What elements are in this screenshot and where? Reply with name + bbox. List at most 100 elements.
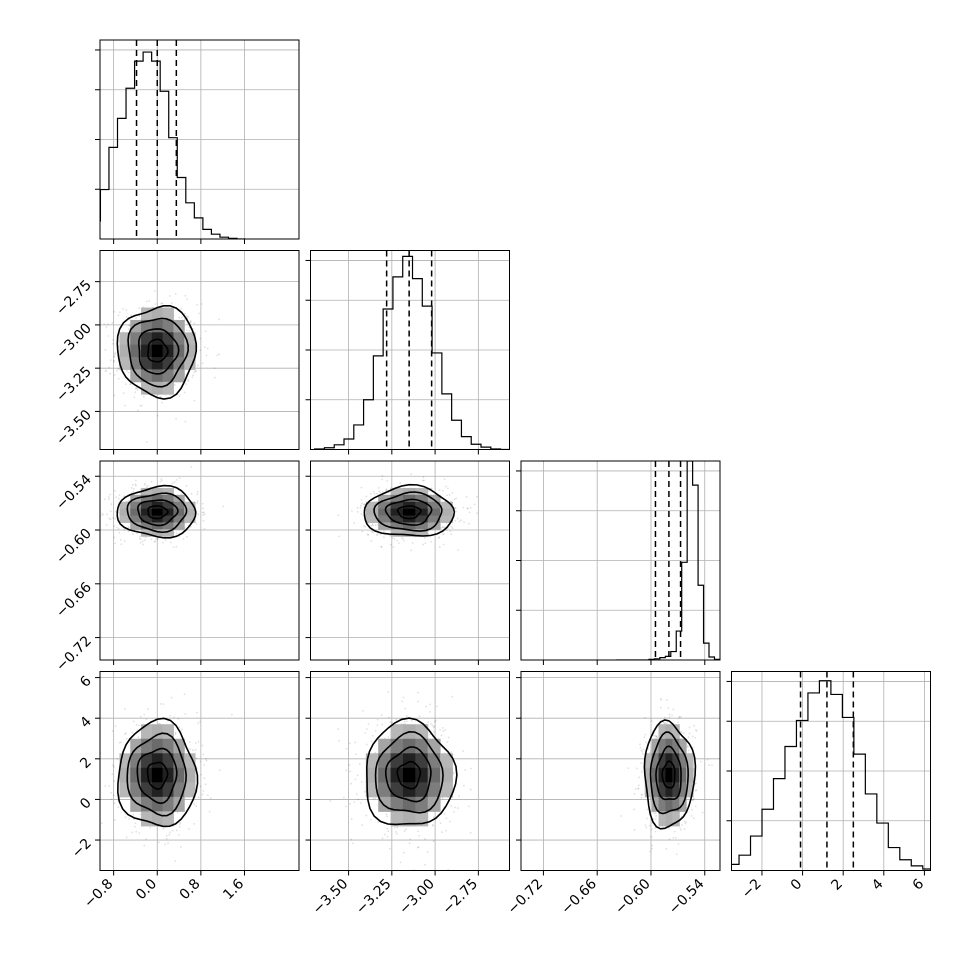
scatter-point — [652, 811, 655, 814]
density-block — [390, 811, 404, 827]
scatter-point — [128, 328, 130, 330]
scatter-point — [678, 715, 681, 718]
scatter-point — [421, 479, 424, 482]
scatter-point — [111, 342, 114, 345]
scatter-point — [124, 707, 126, 710]
scatter-point — [184, 294, 187, 297]
scatter-point — [445, 817, 448, 820]
scatter-point — [379, 492, 382, 494]
scatter-point — [131, 831, 134, 834]
density-block — [378, 767, 392, 783]
scatter-point — [432, 823, 435, 826]
scatter-point — [182, 537, 185, 540]
scatter-point — [138, 307, 141, 310]
scatter-point — [173, 481, 176, 484]
scatter-point — [451, 695, 454, 698]
density-block — [151, 344, 164, 358]
scatter-point — [650, 835, 653, 838]
scatter-point — [198, 312, 201, 315]
density-block — [119, 344, 131, 358]
scatter-point — [135, 484, 137, 487]
scatter-point — [136, 532, 139, 535]
scatter-point — [381, 837, 384, 840]
scatter-point — [104, 349, 107, 351]
scatter-point — [350, 782, 352, 785]
scatter-point — [386, 835, 389, 838]
scatter-point — [374, 797, 377, 800]
density-block — [162, 332, 174, 346]
scatter-point — [178, 477, 181, 479]
scatter-point — [145, 718, 148, 721]
scatter-point — [113, 355, 116, 357]
scatter-point — [357, 798, 360, 801]
scatter-point — [627, 767, 630, 769]
scatter-point — [429, 733, 431, 736]
density-block — [427, 515, 441, 523]
scatter-point — [401, 537, 404, 540]
scatter-point — [476, 495, 478, 498]
scatter-point — [102, 514, 104, 516]
scatter-point — [218, 353, 220, 356]
scatter-point — [134, 825, 136, 828]
scatter-point — [391, 721, 393, 724]
scatter-point — [690, 815, 693, 817]
scatter-point — [113, 310, 115, 313]
scatter-point — [111, 321, 114, 324]
scatter-point — [112, 339, 114, 341]
scatter-point — [189, 748, 192, 751]
scatter-point — [454, 507, 457, 509]
scatter-point — [193, 371, 196, 374]
contour-level-3 — [363, 483, 456, 537]
scatter-point — [360, 513, 363, 515]
scatter-point — [345, 747, 348, 750]
scatter-point — [132, 720, 135, 723]
density-block — [162, 487, 174, 496]
scatter-point — [372, 531, 375, 534]
x-tick-label: −2.75 — [440, 876, 482, 918]
scatter-point — [370, 540, 373, 542]
scatter-point — [196, 500, 199, 502]
scatter-point — [93, 768, 95, 770]
scatter-point — [682, 732, 685, 735]
x-tick-label: 0.8 — [177, 876, 204, 903]
panel-frame — [520, 671, 721, 871]
scatter-point — [94, 822, 96, 824]
scatter-point — [369, 492, 372, 495]
density-block — [184, 332, 196, 346]
scatter-point — [148, 300, 150, 302]
scatter-point — [131, 533, 134, 535]
scatter-point — [169, 831, 171, 834]
scatter-point — [116, 369, 118, 372]
scatter-point — [183, 693, 186, 696]
scatter-point — [428, 489, 430, 492]
scatter-point — [162, 541, 164, 544]
scatter-point — [672, 708, 675, 711]
density-block — [130, 796, 142, 812]
density-block — [686, 753, 694, 769]
scatter-point — [135, 317, 138, 319]
scatter-point — [133, 396, 136, 399]
scatter-point — [143, 713, 146, 716]
scatter-point — [188, 329, 191, 332]
scatter-point — [123, 540, 126, 542]
scatter-point — [120, 741, 123, 744]
scatter-point — [380, 546, 383, 548]
scatter-point — [348, 764, 351, 766]
scatter-point — [128, 324, 131, 327]
scatter-point — [108, 366, 110, 369]
scatter-point — [161, 479, 163, 482]
contour-level-3 — [643, 719, 697, 830]
scatter-point — [105, 369, 107, 372]
density-block — [440, 508, 453, 517]
density-block — [162, 724, 174, 740]
scatter-point — [137, 736, 140, 739]
scatter-point — [660, 699, 663, 701]
scatter-point — [203, 513, 206, 516]
scatter-point — [395, 718, 398, 721]
density-block — [658, 811, 666, 827]
scatter-point — [119, 539, 122, 541]
scatter-point — [143, 483, 146, 486]
scatter-point — [424, 542, 427, 545]
scatter-point — [385, 489, 387, 492]
scatter-point — [701, 811, 704, 814]
